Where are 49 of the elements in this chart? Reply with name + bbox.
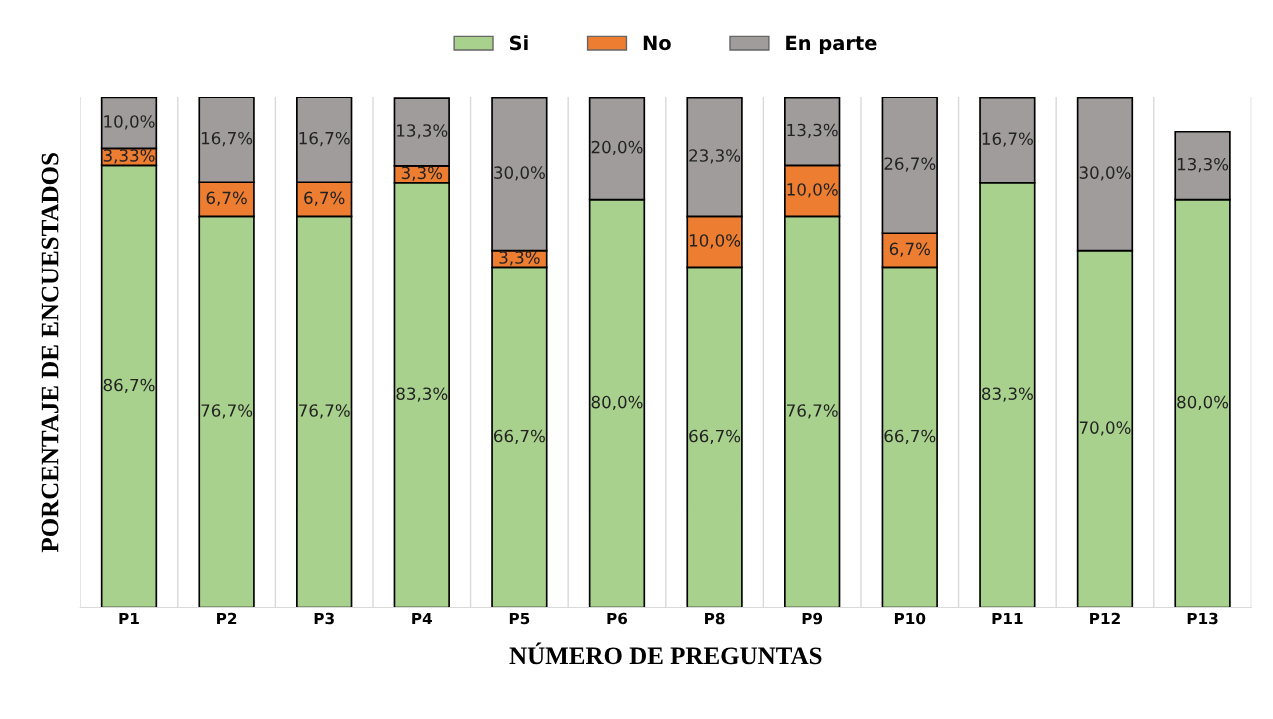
data-label: 30,0% [1079,166,1131,181]
data-label: 13,3% [397,124,448,139]
data-label: 6,7% [889,242,931,257]
legend-label: Si [509,35,528,51]
x-tick-label: P10 [894,612,926,625]
data-label: 83,3% [982,387,1033,402]
data-label: 80,0% [591,395,643,411]
data-label: 13,3% [787,123,838,139]
data-label: 80,0% [1177,395,1229,411]
data-label: 66,7% [689,429,741,445]
data-label: 16,7% [201,131,253,147]
x-tick-label: P6 [607,612,628,625]
data-label: 70,0% [1079,421,1131,436]
x-tick-label: P4 [412,612,432,625]
data-label: 86,7% [103,378,155,394]
x-tick-label: P8 [705,612,725,625]
data-label: 6,7% [206,191,247,206]
data-label: 16,7% [982,132,1033,147]
data-label: 66,7% [494,429,545,445]
data-label: 10,0% [689,234,741,249]
data-label: 23,3% [689,149,741,164]
data-label: 76,7% [201,404,253,419]
legend-label: No [643,35,671,51]
data-label: 13,3% [1177,157,1229,173]
data-label: 76,7% [299,404,350,419]
data-label: 26,7% [884,157,936,172]
data-label: 10,0% [104,115,155,130]
data-label: 83,3% [396,387,448,402]
x-tick-label: P1 [119,612,139,625]
data-label: 10,0% [787,183,838,198]
x-tick-label: P3 [314,612,334,625]
x-axis-title: NÚMERO DE PREGUNTAS [509,642,822,665]
data-label: 76,7% [787,404,838,419]
x-tick-label: P2 [217,612,237,625]
x-tick-label: P9 [802,612,823,625]
x-tick-label: P5 [509,612,530,625]
x-tick-label: P13 [1187,612,1218,625]
data-label: 16,7% [299,131,350,147]
data-label: 30,0% [494,166,545,181]
x-tick-label: P11 [992,612,1023,625]
data-label: 3,3% [401,166,443,181]
legend-label: En parte [786,35,877,55]
x-tick-label: P12 [1090,612,1120,625]
data-label: 20,0% [591,140,643,156]
data-label: 6,7% [304,191,345,206]
y-axis-title: PORCENTAJE DE ENCUESTADOS [41,153,59,553]
data-label: 3,3% [499,251,540,266]
data-label: 3,33% [103,149,155,164]
data-label: 66,7% [884,429,936,445]
